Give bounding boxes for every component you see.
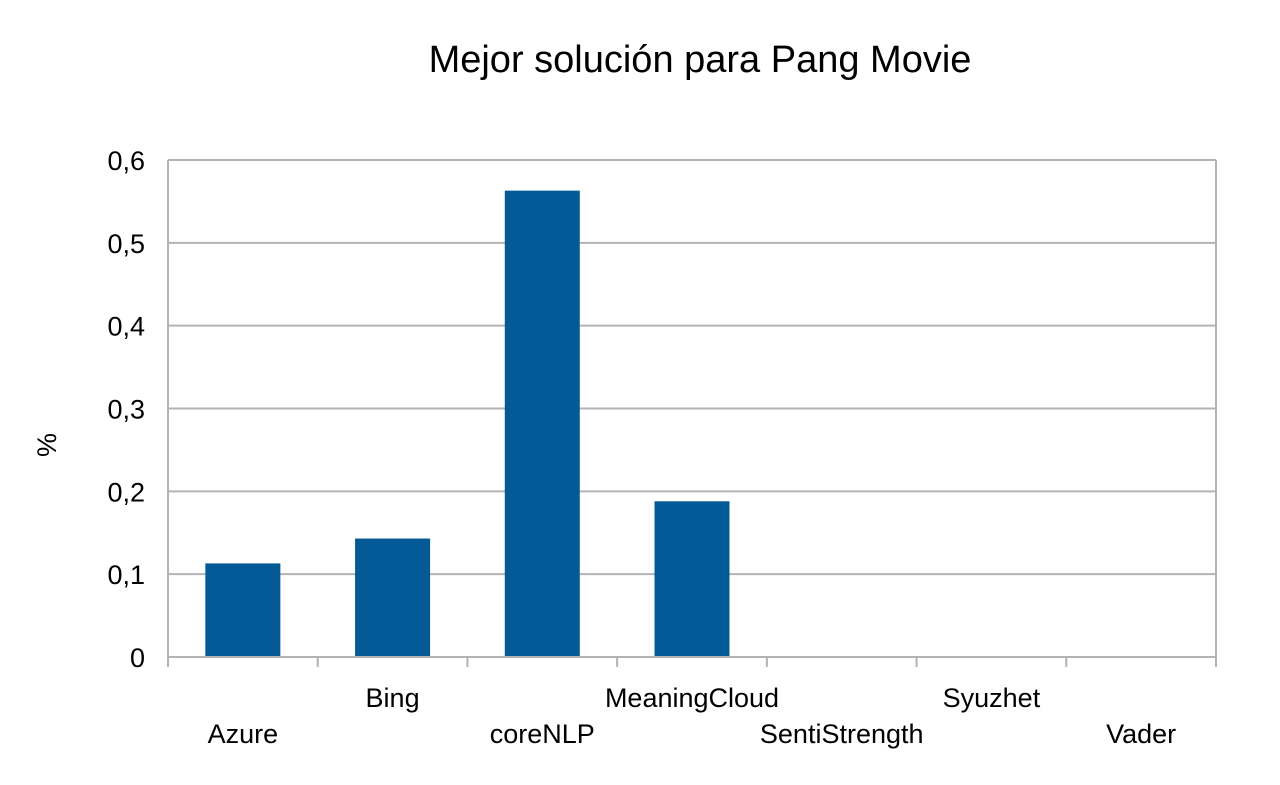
y-tick-label: 0,6 xyxy=(107,146,145,176)
x-axis xyxy=(167,160,1217,667)
x-category-label: coreNLP xyxy=(490,719,595,749)
x-category-label: Syuzhet xyxy=(943,683,1041,713)
x-category-label: Bing xyxy=(366,683,420,713)
y-tick-label: 0,5 xyxy=(107,229,145,259)
bar-meaningcloud xyxy=(654,501,730,657)
y-tick-label: 0 xyxy=(130,643,145,673)
y-tick-label: 0,3 xyxy=(107,395,145,425)
x-category-label: Azure xyxy=(208,719,279,749)
x-category-label: SentiStrength xyxy=(760,719,924,749)
y-tick-label: 0,4 xyxy=(107,312,145,342)
bars xyxy=(205,190,730,658)
bar-corenlp xyxy=(504,190,580,658)
y-tick-labels: 0 0,1 0,2 0,3 0,4 0,5 0,6 xyxy=(107,146,145,673)
gridlines xyxy=(168,159,1216,576)
y-tick-label: 0,2 xyxy=(107,477,145,507)
x-category-label: MeaningCloud xyxy=(605,683,779,713)
y-tick-label: 0,1 xyxy=(107,560,145,590)
x-category-label: Vader xyxy=(1106,719,1176,749)
bar-azure xyxy=(205,563,281,657)
x-category-labels: Azure Bing coreNLP MeaningCloud SentiStrengt… xyxy=(208,683,1177,749)
bar-bing xyxy=(355,538,431,657)
y-axis-label: % xyxy=(32,433,62,457)
chart-title: Mejor solución para Pang Movie xyxy=(429,39,972,81)
